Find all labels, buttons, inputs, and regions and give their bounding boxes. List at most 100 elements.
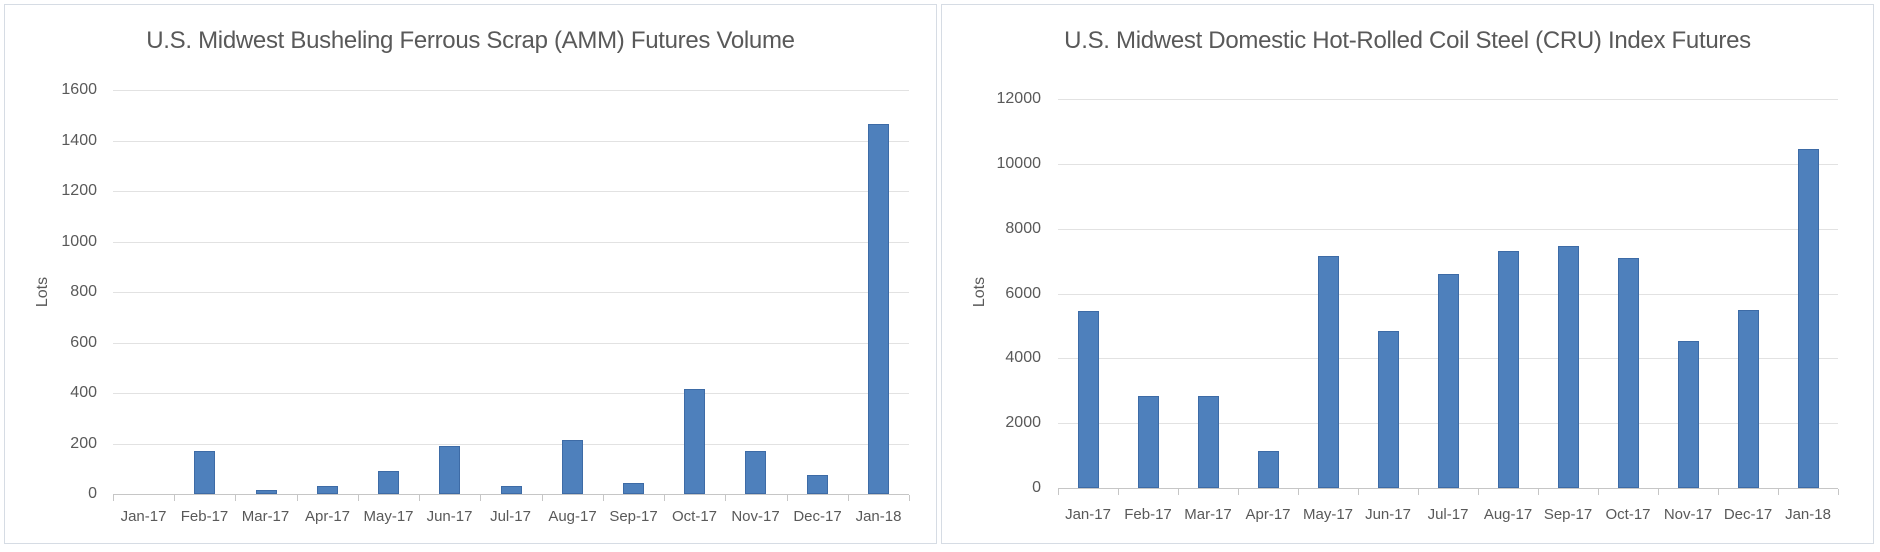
x-tick-label: Feb-17 [180,508,229,525]
x-tick-label: May-17 [1302,506,1354,523]
gridline [113,292,909,293]
x-tick-label: Oct-17 [1605,506,1651,523]
x-tick-label: Jun-17 [1365,506,1411,523]
bar [868,124,889,494]
bar [1558,246,1579,488]
x-tick-label: Feb-17 [1124,506,1172,523]
x-tick-label: Jul-17 [1427,506,1469,523]
gridline [113,393,909,394]
axis-tick [1778,489,1779,495]
axis-tick [113,495,114,501]
bar [1318,256,1339,488]
y-tick-label: 600 [70,334,97,351]
y-tick-label: 8000 [1005,220,1041,237]
gridline [113,444,909,445]
plot-area: 0 200 400 600 800 1000 1200 1400 1600 Jan-17 Feb-1… [5,5,936,543]
axis-tick [848,495,849,501]
axis-tick [419,495,420,501]
bar [378,471,399,494]
y-tick-label: 1400 [61,132,97,149]
axis-tick [1118,489,1119,495]
axis-tick [1538,489,1539,495]
bar [1738,310,1759,488]
axis-tick [1358,489,1359,495]
x-tick-label: Sep-17 [609,508,658,525]
axis-tick [297,495,298,501]
y-tick-label: 1000 [61,233,97,250]
axis-tick [725,495,726,501]
y-tick-label: 10000 [996,155,1042,172]
axis-tick [1418,489,1419,495]
axis-tick [1718,489,1719,495]
bar [501,486,522,494]
x-tick-label: May-17 [363,508,414,525]
axis-tick [603,495,604,501]
axis-tick [1238,489,1239,495]
y-tick-label: 2000 [1005,414,1041,431]
x-tick-label: Aug-17 [1483,506,1533,523]
gridline [113,343,909,344]
bar [1078,311,1099,488]
x-tick-label: Oct-17 [671,508,717,525]
bar [317,486,338,494]
y-tick-label: 4000 [1005,349,1041,366]
chart-title: U.S. Midwest Busheling Ferrous Scrap (AM… [146,27,795,54]
bar [1138,396,1159,488]
gridline [113,191,909,192]
x-tick-label: Apr-17 [304,508,351,525]
x-tick-label: Dec-17 [1723,506,1773,523]
axis-tick [1298,489,1299,495]
x-axis-line [113,494,909,495]
axis-tick [1178,489,1179,495]
x-tick-label: Jan-17 [1065,506,1111,523]
y-tick-label: 12000 [996,90,1042,107]
axis-tick [358,495,359,501]
x-tick-label: Jan-18 [1785,506,1831,523]
bar [807,475,828,494]
axis-tick [480,495,481,501]
x-tick-label: Nov-17 [731,508,780,525]
x-tick-label: Mar-17 [1184,506,1232,523]
bar [256,490,277,494]
y-tick-label: 800 [70,283,97,300]
y-tick-label: 1600 [61,81,97,98]
bar [1378,331,1399,488]
x-tick-label: Dec-17 [793,508,842,525]
axis-tick [909,495,910,501]
y-tick-label: 1200 [61,182,97,199]
bar [745,451,766,494]
gridline [1058,164,1838,165]
gridline [113,242,909,243]
x-tick-label: Sep-17 [1543,506,1593,523]
x-tick-label: Jan-17 [120,508,167,525]
bar [684,389,705,494]
bar [623,483,644,494]
axis-tick [1658,489,1659,495]
axis-tick [235,495,236,501]
axis-tick [787,495,788,501]
x-tick-label: Nov-17 [1663,506,1713,523]
x-tick-label: Aug-17 [548,508,597,525]
y-tick-label: 0 [1032,479,1041,496]
axis-tick [1058,489,1059,495]
axis-tick [542,495,543,501]
gridline [1058,229,1838,230]
gridline [113,90,909,91]
x-tick-label: Apr-17 [1245,506,1291,523]
chart-panel-amm: U.S. Midwest Busheling Ferrous Scrap (AM… [4,4,937,544]
y-tick-label: 200 [70,435,97,452]
gridline [113,141,909,142]
bar [1618,258,1639,488]
bar [1498,251,1519,488]
x-axis-line [1058,488,1838,489]
x-tick-label: Mar-17 [241,508,290,525]
bar [439,446,460,494]
axis-tick [664,495,665,501]
bar [194,451,215,494]
x-tick-label: Jul-17 [490,508,531,525]
x-tick-label: Jun-17 [426,508,473,525]
gridline [1058,99,1838,100]
axis-tick [1478,489,1479,495]
bar [1258,451,1279,488]
